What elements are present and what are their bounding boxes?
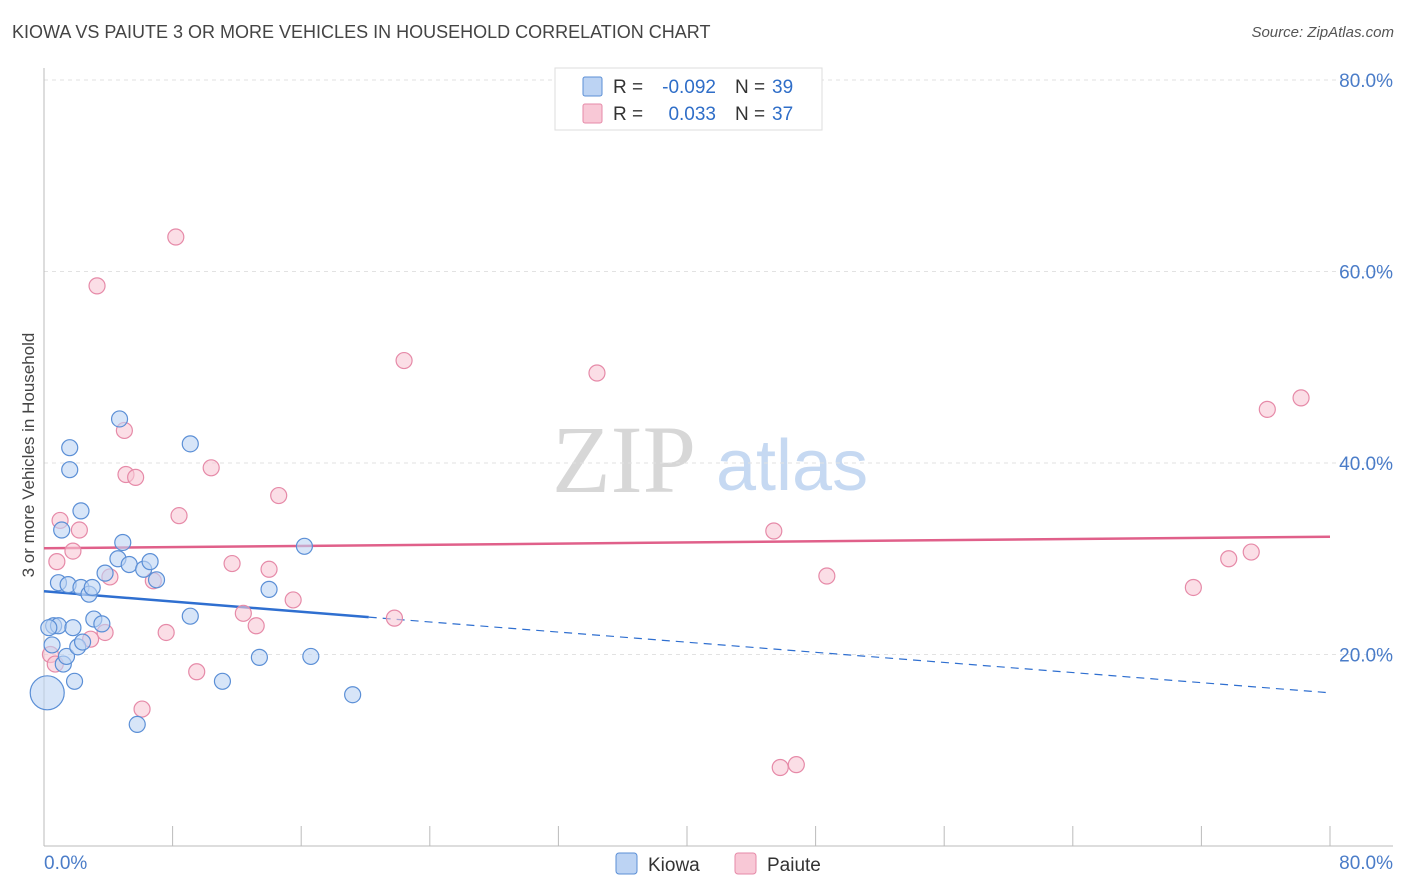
point-paiute: [385, 609, 404, 627]
point-kiowa: [295, 537, 314, 555]
trend-line-paiute: [43, 535, 1331, 550]
point-kiowa: [93, 615, 111, 633]
point-paiute: [70, 521, 88, 539]
point-kiowa: [141, 553, 159, 571]
point-paiute: [88, 277, 106, 295]
source-credit: Source: ZipAtlas.com: [1251, 24, 1394, 41]
point-kiowa: [65, 672, 84, 690]
data-points: [29, 228, 1310, 777]
point-kiowa: [40, 619, 58, 637]
point-paiute: [48, 553, 66, 571]
point-paiute: [157, 623, 175, 642]
legend-swatch-kiowa: [582, 76, 603, 97]
point-paiute: [765, 522, 783, 540]
gridlines: [44, 79, 1393, 655]
point-paiute: [170, 507, 188, 525]
bottom-legend-paiute: Paiute: [767, 855, 821, 876]
point-kiowa: [260, 580, 278, 598]
point-paiute: [167, 228, 185, 246]
point-kiowa: [302, 647, 320, 666]
legend-kiowa-n-label: N =: [735, 77, 765, 98]
point-paiute: [234, 604, 252, 622]
watermark-atlas: atlas: [716, 426, 868, 506]
point-paiute: [223, 554, 241, 573]
bottom-legend-swatch-paiute: [734, 852, 757, 875]
point-paiute: [64, 542, 82, 560]
legend-swatch-paiute: [582, 103, 603, 124]
bottom-legend-swatch-kiowa: [615, 852, 638, 875]
point-kiowa: [114, 533, 132, 552]
y-axis-title: 3 or more Vehicles in Household: [19, 333, 38, 578]
point-kiowa: [250, 648, 269, 666]
trend-line-kiowa-solid: [43, 590, 369, 619]
point-kiowa: [344, 686, 362, 704]
trend-line-kiowa-dashed: [368, 616, 1331, 694]
point-paiute: [133, 700, 151, 718]
point-kiowa: [147, 571, 166, 589]
point-kiowa: [57, 647, 76, 666]
point-paiute: [787, 756, 805, 774]
point-paiute: [1184, 578, 1202, 597]
point-paiute: [202, 459, 220, 477]
legend-paiute-n-label: N =: [735, 104, 765, 125]
point-kiowa: [53, 521, 71, 539]
series-legend: Kiowa Paiute: [615, 852, 821, 876]
point-kiowa: [96, 564, 114, 582]
bottom-legend-kiowa: Kiowa: [648, 855, 700, 876]
point-kiowa: [120, 555, 138, 574]
point-paiute: [1292, 389, 1310, 407]
y-tick-labels: 20.0% 40.0% 60.0% 80.0%: [1339, 71, 1393, 667]
legend-kiowa-r-value: -0.092: [662, 77, 716, 98]
point-kiowa: [181, 607, 199, 625]
x-tick-label-max: 80.0%: [1339, 853, 1393, 874]
point-kiowa: [29, 675, 65, 711]
stats-legend: R = -0.092 N = 39 R = 0.033 N = 37: [554, 67, 823, 131]
point-paiute: [395, 351, 413, 370]
trend-lines: [43, 535, 1331, 694]
y-tick-label-80: 80.0%: [1339, 71, 1393, 92]
y-tick-label-20: 20.0%: [1339, 646, 1393, 667]
point-kiowa: [64, 619, 82, 637]
point-paiute: [588, 364, 606, 382]
chart-title: KIOWA VS PAIUTE 3 OR MORE VEHICLES IN HO…: [12, 22, 711, 42]
x-tick-label-min: 0.0%: [44, 853, 87, 874]
point-paiute: [284, 591, 302, 609]
point-paiute: [247, 617, 265, 635]
legend-paiute-n-value: 37: [772, 104, 793, 125]
point-paiute: [771, 758, 789, 777]
point-paiute: [1258, 400, 1276, 418]
point-kiowa: [72, 502, 90, 520]
watermark-zip: ZIP: [552, 406, 696, 513]
point-kiowa: [43, 636, 61, 654]
point-paiute: [127, 468, 145, 486]
legend-paiute-r-label: R =: [613, 104, 643, 125]
point-kiowa: [181, 435, 199, 453]
point-paiute: [1242, 543, 1260, 561]
y-tick-label-60: 60.0%: [1339, 263, 1393, 284]
point-kiowa: [61, 439, 79, 457]
point-kiowa: [73, 633, 92, 651]
legend-paiute-r-value: 0.033: [668, 104, 716, 125]
legend-kiowa-n-value: 39: [772, 77, 793, 98]
point-kiowa: [128, 715, 146, 733]
point-kiowa: [83, 578, 101, 597]
point-kiowa: [213, 672, 232, 690]
point-kiowa: [61, 461, 79, 479]
point-kiowa: [110, 410, 129, 428]
y-tick-label-40: 40.0%: [1339, 454, 1393, 475]
point-paiute: [818, 567, 836, 585]
point-paiute: [1220, 550, 1238, 568]
point-paiute: [270, 486, 288, 505]
point-paiute: [188, 663, 206, 681]
point-paiute: [260, 560, 278, 578]
legend-kiowa-r-label: R =: [613, 77, 643, 98]
axes: [43, 68, 1393, 847]
